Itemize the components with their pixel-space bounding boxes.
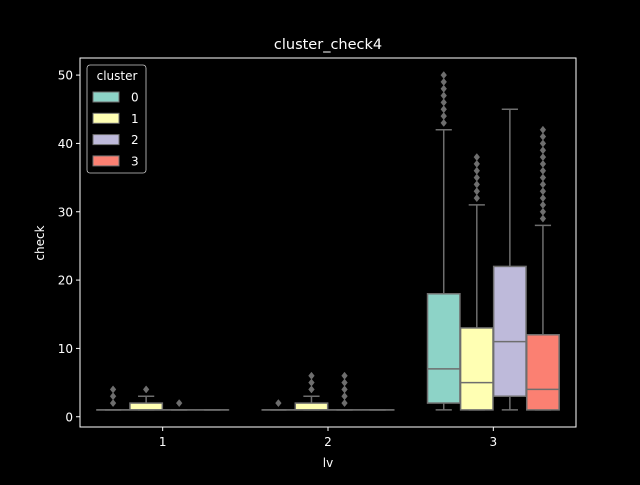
x-tick-label: 2 bbox=[324, 435, 332, 449]
legend-label-cluster-2: 2 bbox=[131, 133, 139, 147]
x-tick-label: 1 bbox=[159, 435, 167, 449]
box bbox=[428, 294, 460, 403]
y-tick-label: 40 bbox=[58, 137, 73, 151]
legend-swatch-cluster-1 bbox=[93, 113, 119, 123]
legend-swatch-cluster-2 bbox=[93, 135, 119, 145]
legend-swatch-cluster-0 bbox=[93, 92, 119, 102]
y-tick-label: 10 bbox=[58, 342, 73, 356]
box bbox=[494, 266, 526, 396]
legend-label-cluster-3: 3 bbox=[131, 154, 139, 168]
y-tick-label: 20 bbox=[58, 274, 73, 288]
y-tick-label: 50 bbox=[58, 69, 73, 83]
legend-swatch-cluster-3 bbox=[93, 156, 119, 166]
legend: cluster 0 1 2 3 bbox=[87, 65, 146, 173]
legend-label-cluster-0: 0 bbox=[131, 91, 139, 105]
y-tick-label: 0 bbox=[65, 410, 73, 424]
legend-title: cluster bbox=[97, 69, 138, 83]
legend-label-cluster-1: 1 bbox=[131, 112, 139, 126]
box bbox=[130, 403, 162, 410]
box bbox=[461, 328, 493, 410]
y-tick-label: 30 bbox=[58, 205, 73, 219]
y-axis-label: check bbox=[33, 225, 47, 260]
chart-title: cluster_check4 bbox=[274, 37, 382, 53]
box bbox=[527, 335, 559, 410]
box bbox=[295, 403, 327, 410]
x-axis-label: lv bbox=[323, 456, 333, 470]
x-tick-label: 3 bbox=[490, 435, 498, 449]
